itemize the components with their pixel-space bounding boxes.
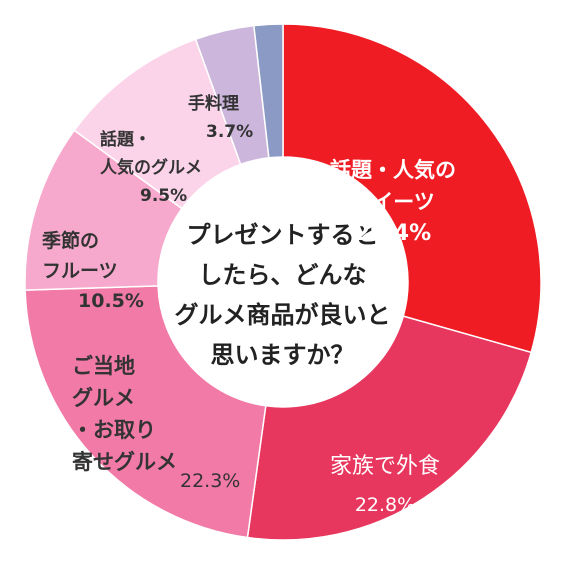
pie-slice-6 xyxy=(253,23,284,159)
slice-value-eating-out: 22.8% xyxy=(354,494,416,516)
slice-label-sweets: 話題・人気の スイーツ 29.4% xyxy=(330,122,456,282)
slice-value-home-cooking: 3.7% xyxy=(206,122,254,142)
slice-label-local-gourmet: ご当地 グルメ ・お取り 寄せグルメ xyxy=(72,318,177,478)
slice-label-trending-gourmet-text: 話題・ 人気のグルメ xyxy=(100,130,202,178)
slice-label-eating-out-text: 家族で外食 xyxy=(330,454,441,479)
pie-slice-2 xyxy=(24,285,267,539)
chart-title: プレゼントすると したら、どんな グルメ商品が良いと 思いますか？ xyxy=(174,221,391,369)
slice-label-fruits: 季節の フルーツ 10.5% xyxy=(42,196,144,346)
slice-label-home-cooking: 手料理 3.7% xyxy=(188,62,253,174)
slice-value-sweets: 29.4% xyxy=(354,221,432,246)
slice-label-fruits-text: 季節の フルーツ xyxy=(42,230,118,282)
slice-label-trending-gourmet: 話題・ 人気のグルメ 9.5% xyxy=(100,98,202,238)
pie-slice-1 xyxy=(246,315,533,541)
slice-value-local-gourmet: 22.3% xyxy=(180,470,241,492)
slice-value-fruits: 10.5% xyxy=(78,290,144,312)
slice-label-eating-out: 家族で外食 22.8% xyxy=(330,410,440,562)
pie-slice-0 xyxy=(282,23,542,354)
slice-label-local-gourmet-text: ご当地 グルメ ・お取り 寄せグルメ xyxy=(72,354,177,474)
slice-label-sweets-text: 話題・人気の スイーツ xyxy=(330,158,456,214)
slice-value-trending-gourmet: 9.5% xyxy=(140,186,188,206)
slice-label-home-cooking-text: 手料理 xyxy=(188,94,239,114)
